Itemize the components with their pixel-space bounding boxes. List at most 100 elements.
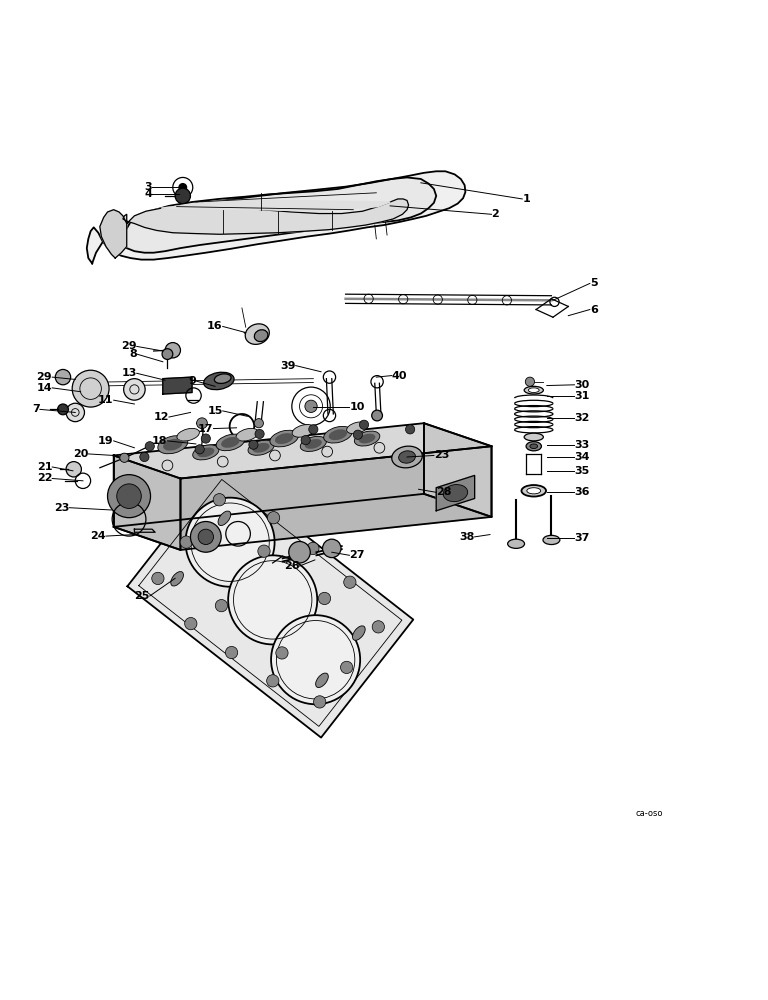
Ellipse shape [354, 431, 380, 446]
Ellipse shape [323, 426, 353, 443]
Circle shape [258, 545, 270, 557]
Text: 17: 17 [198, 424, 214, 434]
Circle shape [359, 420, 369, 429]
Text: 29: 29 [37, 372, 52, 382]
Circle shape [165, 343, 180, 358]
Ellipse shape [216, 434, 245, 451]
Circle shape [190, 522, 221, 552]
Circle shape [309, 425, 318, 434]
Text: 33: 33 [574, 440, 590, 450]
Text: 36: 36 [574, 487, 590, 497]
Text: 7: 7 [32, 404, 40, 414]
Text: 4: 4 [144, 189, 152, 199]
Circle shape [228, 555, 317, 644]
Ellipse shape [270, 430, 299, 447]
Text: 5: 5 [590, 278, 598, 288]
Circle shape [215, 599, 227, 612]
Text: 3: 3 [144, 182, 152, 192]
Text: 26: 26 [284, 561, 300, 571]
Circle shape [58, 404, 68, 415]
Circle shape [525, 377, 535, 386]
Circle shape [140, 452, 149, 462]
Ellipse shape [526, 442, 541, 451]
Ellipse shape [359, 434, 376, 443]
Circle shape [313, 696, 326, 708]
Circle shape [186, 498, 275, 587]
Polygon shape [180, 446, 492, 550]
Text: 35: 35 [574, 466, 590, 476]
Circle shape [319, 592, 331, 605]
Text: 18: 18 [152, 436, 167, 446]
Circle shape [184, 617, 197, 630]
Circle shape [66, 403, 84, 422]
Ellipse shape [530, 444, 538, 449]
Ellipse shape [221, 437, 240, 448]
Circle shape [66, 462, 81, 477]
Circle shape [226, 646, 238, 659]
Polygon shape [114, 423, 492, 478]
Text: 30: 30 [574, 380, 590, 390]
Text: ca-oso: ca-oso [635, 809, 663, 818]
Ellipse shape [254, 330, 268, 342]
Circle shape [175, 188, 190, 204]
Circle shape [344, 576, 356, 588]
Ellipse shape [524, 386, 544, 394]
Ellipse shape [204, 372, 234, 390]
Polygon shape [161, 200, 390, 211]
Polygon shape [163, 377, 192, 394]
Ellipse shape [193, 445, 219, 460]
Text: 19: 19 [98, 436, 114, 446]
Text: 8: 8 [129, 349, 137, 359]
Circle shape [124, 379, 145, 400]
Ellipse shape [275, 433, 293, 444]
Ellipse shape [443, 485, 468, 502]
Text: 22: 22 [37, 473, 52, 483]
Circle shape [197, 418, 207, 429]
Ellipse shape [292, 425, 315, 437]
Circle shape [301, 435, 310, 445]
Ellipse shape [543, 535, 560, 545]
Circle shape [267, 512, 280, 524]
Ellipse shape [163, 439, 183, 451]
Circle shape [266, 675, 279, 687]
Circle shape [276, 647, 288, 659]
Ellipse shape [508, 539, 525, 548]
Text: 20: 20 [73, 449, 88, 459]
Circle shape [117, 484, 141, 508]
Text: 29: 29 [121, 341, 137, 351]
Ellipse shape [300, 436, 326, 451]
Text: 9: 9 [188, 376, 196, 386]
Circle shape [120, 453, 129, 462]
Text: 15: 15 [207, 406, 223, 416]
Circle shape [406, 425, 415, 434]
Ellipse shape [353, 626, 366, 640]
Ellipse shape [392, 446, 422, 468]
Circle shape [306, 542, 319, 555]
Polygon shape [127, 468, 413, 738]
Ellipse shape [528, 388, 539, 392]
Ellipse shape [527, 488, 541, 494]
Text: 21: 21 [37, 462, 52, 472]
Text: 23: 23 [54, 503, 69, 513]
Text: 31: 31 [574, 391, 590, 401]
Polygon shape [87, 171, 465, 263]
Text: 34: 34 [574, 452, 590, 462]
Circle shape [179, 184, 187, 191]
Polygon shape [436, 475, 475, 511]
Polygon shape [114, 455, 180, 550]
Text: 6: 6 [590, 305, 598, 315]
Polygon shape [100, 210, 127, 258]
Circle shape [145, 442, 154, 451]
Ellipse shape [524, 433, 544, 441]
Circle shape [108, 475, 151, 518]
Polygon shape [424, 423, 492, 517]
Circle shape [323, 539, 341, 558]
Circle shape [152, 572, 164, 585]
Text: 2: 2 [492, 209, 499, 219]
Circle shape [372, 410, 382, 421]
Ellipse shape [521, 485, 546, 497]
Text: 12: 12 [154, 412, 169, 422]
Text: 23: 23 [434, 450, 449, 460]
Ellipse shape [236, 428, 259, 441]
Ellipse shape [170, 572, 184, 586]
